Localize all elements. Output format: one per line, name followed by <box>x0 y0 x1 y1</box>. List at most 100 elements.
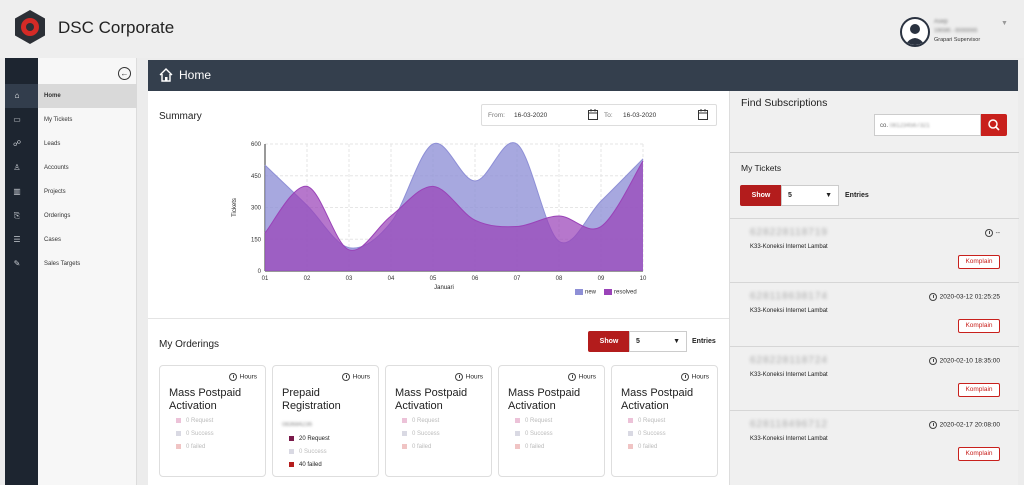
sidebar-item-sales-targets[interactable]: Sales Targets <box>44 261 81 267</box>
y-tick-label: 450 <box>251 174 262 180</box>
ordering-card-number: 083684236 <box>282 422 313 428</box>
ticket-item[interactable]: 628228118724 2020-02-10 18:35:00 K33-Konek… <box>730 346 1019 410</box>
ticket-item[interactable]: 628228118719 -- K33-Koneksi Internet Lamba… <box>730 218 1019 282</box>
ordering-stat: 0 failed <box>628 444 657 450</box>
leads-icon[interactable]: ☍ <box>12 139 22 148</box>
clock-icon <box>928 421 937 429</box>
search-button[interactable] <box>981 114 1007 136</box>
orderings-show-button[interactable]: Show <box>588 331 630 352</box>
sidebar-item-orderings[interactable]: Orderings <box>44 213 71 219</box>
search-icon <box>988 119 1000 131</box>
clock-icon <box>680 373 689 381</box>
user-icon[interactable]: ♙ <box>13 163 21 172</box>
calendar-icon[interactable] <box>588 109 598 120</box>
sidebar-item-my-tickets[interactable]: My Tickets <box>44 117 73 123</box>
chevron-down-icon[interactable]: ▼ <box>1001 20 1008 27</box>
ordering-card-title: Mass Postpaid Activation <box>395 387 468 412</box>
ticket-category: K33-Koneksi Internet Lambat <box>750 372 828 378</box>
dsc-logo-icon[interactable] <box>12 9 48 45</box>
ticket-time: 2020-02-10 18:35:00 <box>928 357 1000 365</box>
tickets-entries-select[interactable]: 5 ▼ <box>781 185 839 206</box>
home-icon <box>159 68 173 82</box>
ordering-card[interactable]: Hours Mass Postpaid Activation 0 Request 0 … <box>159 365 266 477</box>
ticket-number: 628118496712 <box>750 419 828 430</box>
clock-icon <box>984 229 993 237</box>
series-line-resolved <box>264 160 644 251</box>
ticket-item[interactable]: 628118638174 2020-03-12 01:25:25 K33-Konek… <box>730 282 1019 346</box>
ordering-stat: 40 failed <box>289 462 322 468</box>
ordering-stat: 0 Success <box>515 431 553 437</box>
find-subscriptions-title: Find Subscriptions <box>741 97 828 109</box>
caret-down-icon: ▼ <box>825 192 832 199</box>
sidebar-item-home[interactable]: Home <box>38 84 137 108</box>
ordering-card[interactable]: Hours Mass Postpaid Activation 0 Request 0 … <box>385 365 492 477</box>
my-tickets-title: My Tickets <box>741 163 782 173</box>
ticket-time: -- <box>984 229 1000 237</box>
orderings-title: My Orderings <box>159 339 220 350</box>
legend-resolved: resolved <box>604 289 637 296</box>
date-range-picker[interactable]: From: 16-03-2020 To: 16-03-2020 <box>481 104 717 126</box>
hours-label: Hours <box>567 373 596 381</box>
x-axis-label: Januari <box>434 285 454 291</box>
sidebar-item-cases[interactable]: Cases <box>44 237 62 243</box>
sidebar-item-leads[interactable]: Leads <box>44 141 61 147</box>
right-panel: Find Subscriptions co. 081234567321 My T… <box>729 91 1019 485</box>
ticket-category: K33-Koneksi Internet Lambat <box>750 308 828 314</box>
tickets-entries-label: Entries <box>845 192 869 199</box>
ticket-time: 2020-02-17 20:08:00 <box>928 421 1000 429</box>
from-date-input[interactable]: 16-03-2020 <box>514 112 548 119</box>
sidebar-icon-rail <box>5 58 38 485</box>
calendar-icon[interactable] <box>698 109 708 120</box>
ticket-number: 628228118724 <box>750 355 828 366</box>
x-tick-label: 03 <box>346 276 353 282</box>
app-title: DSC Corporate <box>58 18 175 37</box>
tickets-show-button[interactable]: Show <box>740 185 782 206</box>
caret-down-icon: ▼ <box>673 338 680 345</box>
hours-label: Hours <box>454 373 483 381</box>
summary-title: Summary <box>159 111 202 122</box>
y-tick-label: 300 <box>251 206 262 212</box>
ordering-card[interactable]: Hours Prepaid Registration 083684236 20 Req… <box>272 365 379 477</box>
sidebar-item-accounts[interactable]: Accounts <box>44 165 69 171</box>
sidebar-rail-highlight <box>5 84 38 108</box>
legend-swatch-new <box>575 289 583 295</box>
ordering-stat: 0 failed <box>176 444 205 450</box>
x-tick-label: 10 <box>640 276 647 282</box>
targets-icon[interactable]: ✎ <box>13 259 21 268</box>
ordering-card[interactable]: Hours Mass Postpaid Activation 0 Request 0 … <box>611 365 718 477</box>
orderings-entries-select[interactable]: 5 ▼ <box>629 331 687 352</box>
ordering-stat: 20 Request <box>289 436 330 442</box>
user-id: 196585 - 00000065 <box>934 28 978 34</box>
sidebar-item-projects[interactable]: Projects <box>44 189 66 195</box>
tickets-entries-value: 5 <box>788 192 792 199</box>
ordering-card[interactable]: Hours Mass Postpaid Activation 0 Request 0 … <box>498 365 605 477</box>
orderings-icon[interactable]: ⎘ <box>13 211 21 220</box>
hours-label: Hours <box>341 373 370 381</box>
to-date-input[interactable]: 16-03-2020 <box>623 112 657 119</box>
ticket-item[interactable]: 628118496712 2020-02-17 20:08:00 K33-Konek… <box>730 410 1019 474</box>
komplain-button[interactable]: Komplain <box>958 319 1000 333</box>
clock-icon <box>228 373 237 381</box>
ordering-card-title: Mass Postpaid Activation <box>621 387 694 412</box>
user-avatar-icon <box>905 24 925 45</box>
ordering-stat: 0 Request <box>402 418 439 424</box>
ordering-stat: 0 Request <box>515 418 552 424</box>
komplain-button[interactable]: Komplain <box>958 447 1000 461</box>
ticket-category: K33-Koneksi Internet Lambat <box>750 436 828 442</box>
search-prefix: co. <box>880 123 889 129</box>
komplain-button[interactable]: Komplain <box>958 383 1000 397</box>
legend-new: new <box>575 289 596 296</box>
subscription-search-input[interactable]: co. 081234567321 <box>874 114 981 136</box>
komplain-button[interactable]: Komplain <box>958 255 1000 269</box>
ticket-time: 2020-03-12 01:25:25 <box>928 293 1000 301</box>
ticket-icon[interactable]: ▭ <box>13 115 21 124</box>
collapse-sidebar-icon[interactable]: ← <box>118 67 131 80</box>
home-icon[interactable]: ⌂ <box>14 91 20 100</box>
user-menu[interactable]: Asep 196585 - 00000065 Grapari Superviso… <box>900 17 1018 47</box>
y-tick-label: 0 <box>258 269 262 275</box>
projects-icon[interactable]: ▥ <box>13 187 21 196</box>
x-tick-label: 06 <box>472 276 479 282</box>
cases-icon[interactable]: ☰ <box>13 235 21 244</box>
x-tick-label: 07 <box>514 276 521 282</box>
x-tick-label: 09 <box>598 276 605 282</box>
